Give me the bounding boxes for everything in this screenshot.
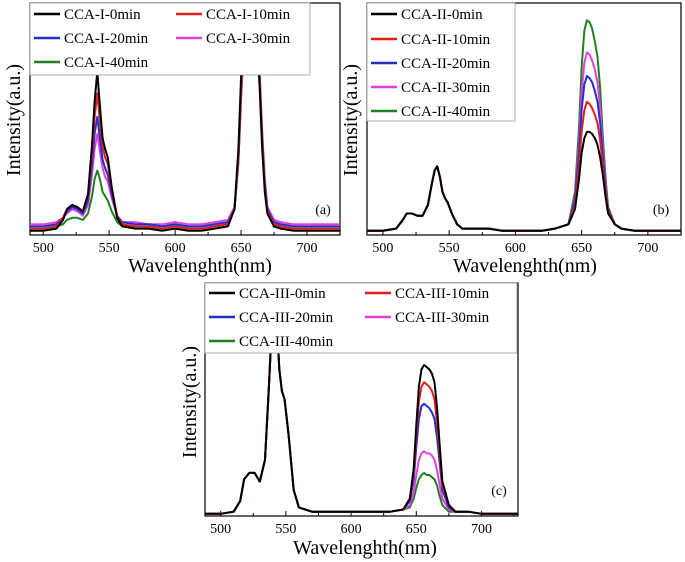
x-tick-label: 500: [372, 241, 393, 256]
legend-entry: CCA-I-40min: [64, 55, 149, 71]
legend-entry: CCA-III-0min: [239, 286, 326, 302]
chart-panel-3: 500 550 600 650 700 CCA-III-0min CCA-III-10min…: [179, 282, 519, 559]
series-line-CCA-I-0min: [30, 19, 340, 232]
x-tick-label: 550: [99, 241, 120, 256]
y-axis-label: Intensity(a.u.): [179, 346, 201, 458]
x-tick-label: 600: [505, 241, 526, 256]
legend-box: [366, 2, 516, 122]
chart-panel-1: 500 550 600 650 700 CCA-I-0min CCA-I-10min CCA-…: [3, 2, 341, 277]
legend-entry: CCA-I-30min: [206, 31, 291, 47]
legend-entry: CCA-III-10min: [395, 286, 490, 302]
x-axis-label: Wavelenghth(nm): [128, 255, 272, 277]
chart-panel-2: 500 550 600 650 700 CCA-II-0min CCA-II-10min CC…: [340, 2, 682, 277]
legend-entry: CCA-III-40min: [239, 334, 334, 350]
y-axis-label: Intensity(a.u.): [3, 64, 25, 176]
x-tick-label: 600: [341, 522, 362, 537]
legend-entry: CCA-I-0min: [64, 7, 141, 23]
panel-tag: (b): [653, 203, 670, 218]
x-tick-label: 500: [33, 241, 54, 256]
legend-entry: CCA-II-10min: [401, 32, 491, 48]
legend-entry: CCA-II-20min: [401, 56, 491, 72]
legend-box: [204, 282, 518, 354]
legend-entry: CCA-II-30min: [401, 80, 491, 96]
x-tick-label: 700: [637, 241, 658, 256]
series-line-CCA-III-0min: [205, 299, 518, 515]
legend-entry: CCA-III-30min: [395, 310, 490, 326]
x-tick-label: 600: [165, 241, 186, 256]
x-axis-label: Wavelenghth(nm): [293, 537, 437, 559]
x-tick-label: 500: [210, 522, 231, 537]
legend-entry: CCA-II-40min: [401, 104, 491, 120]
x-tick-label: 650: [571, 241, 592, 256]
x-axis-label: Wavelenghth(nm): [453, 255, 597, 277]
x-tick-label: 550: [439, 241, 460, 256]
x-tick-label: 650: [406, 522, 427, 537]
legend-entry: CCA-II-0min: [401, 7, 483, 23]
legend-entry: CCA-I-20min: [64, 31, 149, 47]
x-tick-label: 700: [297, 241, 318, 256]
legend-entry: CCA-III-20min: [239, 310, 334, 326]
legend-entry: CCA-I-10min: [206, 7, 291, 23]
panel-tag: (a): [315, 203, 331, 218]
series-line-CCA-II-0min: [367, 130, 681, 232]
x-tick-label: 700: [471, 522, 492, 537]
legend-box: [29, 2, 311, 76]
panel-tag: (c): [491, 484, 507, 499]
x-tick-label: 650: [231, 241, 252, 256]
y-axis-label: Intensity(a.u.): [340, 64, 362, 176]
x-tick-label: 550: [275, 522, 296, 537]
